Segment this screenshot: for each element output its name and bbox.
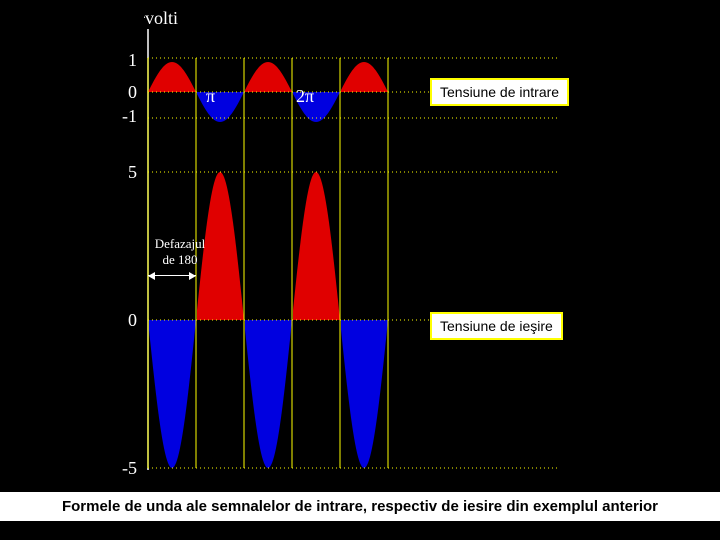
caption: Formele de unda ale semnalelor de intrar…	[0, 492, 720, 521]
input-legend: Tensiune de intrare	[430, 78, 569, 106]
output-ytick-n5: -5	[122, 458, 137, 479]
phase-label-line2: de 180	[162, 252, 197, 267]
phase-label: Defazajul de 180	[150, 236, 210, 268]
input-ytick-n1: -1	[122, 106, 137, 127]
input-ytick-1: 1	[128, 50, 137, 71]
output-legend: Tensiune de ieşire	[430, 312, 563, 340]
phase-label-line1: Defazajul	[155, 236, 206, 251]
output-ytick-5: 5	[128, 162, 137, 183]
xtick-2pi: 2π	[296, 86, 314, 107]
title-volti: volti	[145, 8, 178, 29]
output-ytick-0: 0	[128, 310, 137, 331]
phase-arrow	[148, 275, 196, 276]
input-ytick-0: 0	[128, 82, 137, 103]
xtick-pi: π	[206, 86, 215, 107]
